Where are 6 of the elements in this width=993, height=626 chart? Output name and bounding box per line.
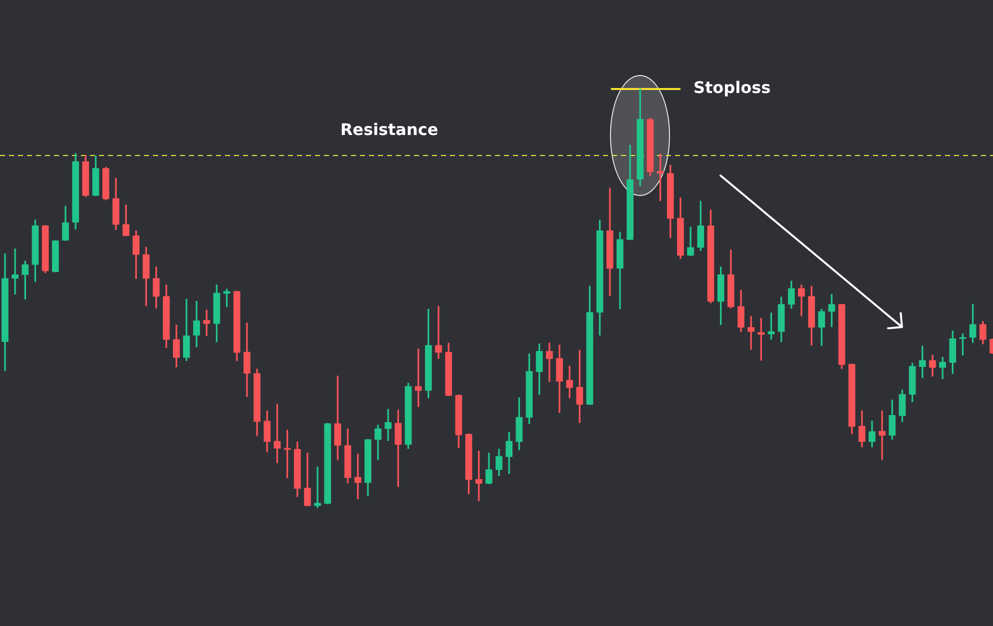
ref-line-label: Stoploss — [693, 78, 771, 98]
ref-line-label: Resistance — [340, 120, 438, 140]
candlestick — [435, 306, 442, 359]
candlestick — [314, 466, 321, 508]
candlestick — [748, 316, 754, 350]
candlestick — [919, 346, 926, 378]
